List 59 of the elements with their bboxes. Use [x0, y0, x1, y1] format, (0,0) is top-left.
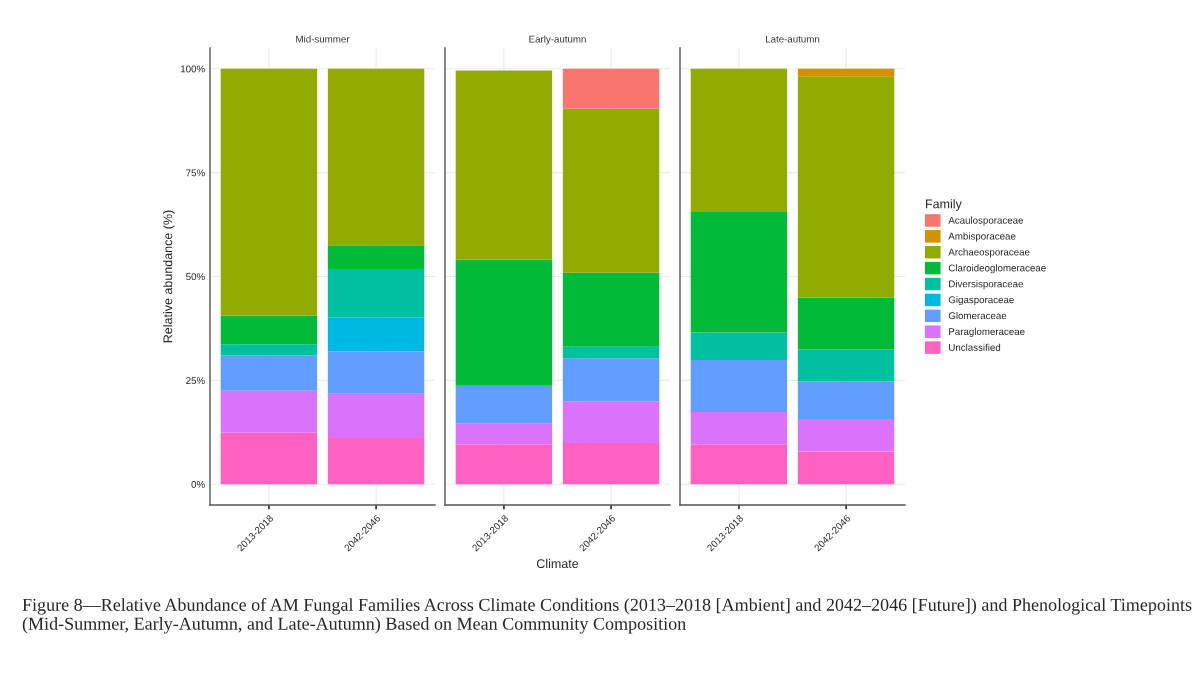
- bar: [690, 411, 788, 445]
- bar: [327, 245, 425, 270]
- legend-label: Gigasporaceae: [948, 296, 1014, 306]
- bar: [562, 358, 660, 402]
- bar: [690, 360, 788, 412]
- bar: [220, 390, 318, 433]
- y-tick-label: 0%: [191, 480, 205, 488]
- bar: [562, 401, 660, 444]
- bar: [327, 438, 425, 485]
- bar: [220, 315, 318, 345]
- chart-title: Late-autumn: [766, 35, 820, 43]
- chart-title: Mid-summer: [296, 35, 350, 43]
- bar: [797, 419, 895, 452]
- legend-label: Glomeraceae: [948, 311, 1007, 320]
- legend-label: Paraglomeraceae: [949, 327, 1025, 337]
- legend-label: Archaeosporaceae: [948, 248, 1030, 258]
- y-axis-title: Relative abundance (%): [163, 210, 175, 343]
- bar: [220, 355, 318, 391]
- bar: [220, 344, 318, 356]
- x-axis-title: Climate: [536, 558, 579, 569]
- legend-label: Claroideoglomeraceae: [948, 264, 1046, 274]
- bar: [797, 76, 895, 298]
- bar: [690, 444, 788, 485]
- bar: [327, 68, 425, 246]
- legend-label: Unclassified: [949, 343, 1001, 351]
- legend-label: Diversisporaceae: [949, 280, 1024, 290]
- bar: [797, 451, 895, 485]
- bar: [327, 317, 425, 352]
- bar: [562, 346, 660, 359]
- bar: [797, 297, 895, 350]
- bar: [797, 349, 895, 382]
- bar: [690, 68, 788, 213]
- y-tick-label: 25%: [186, 377, 205, 384]
- bar: [690, 332, 788, 361]
- caption: Figure 8—Relative Abundance of AM Fungal Families Across Climate Conditions (2013–2018 [Ambient] and 2042–2046 [Future]) and Phenological Timepoints (Mid-Summer, Early-Autumn, and Late-Autumn) Based on Mean Community Composition: [22, 598, 1192, 634]
- bar: [327, 351, 425, 394]
- bar: [220, 432, 318, 485]
- bar: [455, 259, 553, 386]
- bar: [690, 212, 788, 333]
- legend-title: Family: [926, 199, 962, 211]
- bar: [455, 70, 553, 260]
- legend-label: Acaulosporaceae: [948, 216, 1024, 226]
- y-tick-label: 50%: [186, 273, 205, 281]
- y-tick-label: 75%: [186, 169, 205, 177]
- y-tick-label: 100%: [181, 65, 205, 73]
- bar: [797, 381, 895, 419]
- bar: [562, 272, 660, 347]
- legend-label: Ambisporaceae: [948, 232, 1016, 242]
- bar: [455, 385, 553, 424]
- bar: [797, 68, 895, 77]
- bar: [327, 269, 425, 318]
- chart-title: Early-autumn: [529, 35, 586, 45]
- bar: [327, 393, 425, 439]
- bar: [455, 444, 553, 485]
- bar: [562, 108, 660, 273]
- bar: [562, 68, 660, 109]
- bar: [455, 423, 553, 445]
- bar: [220, 68, 318, 316]
- bar: [562, 443, 660, 485]
